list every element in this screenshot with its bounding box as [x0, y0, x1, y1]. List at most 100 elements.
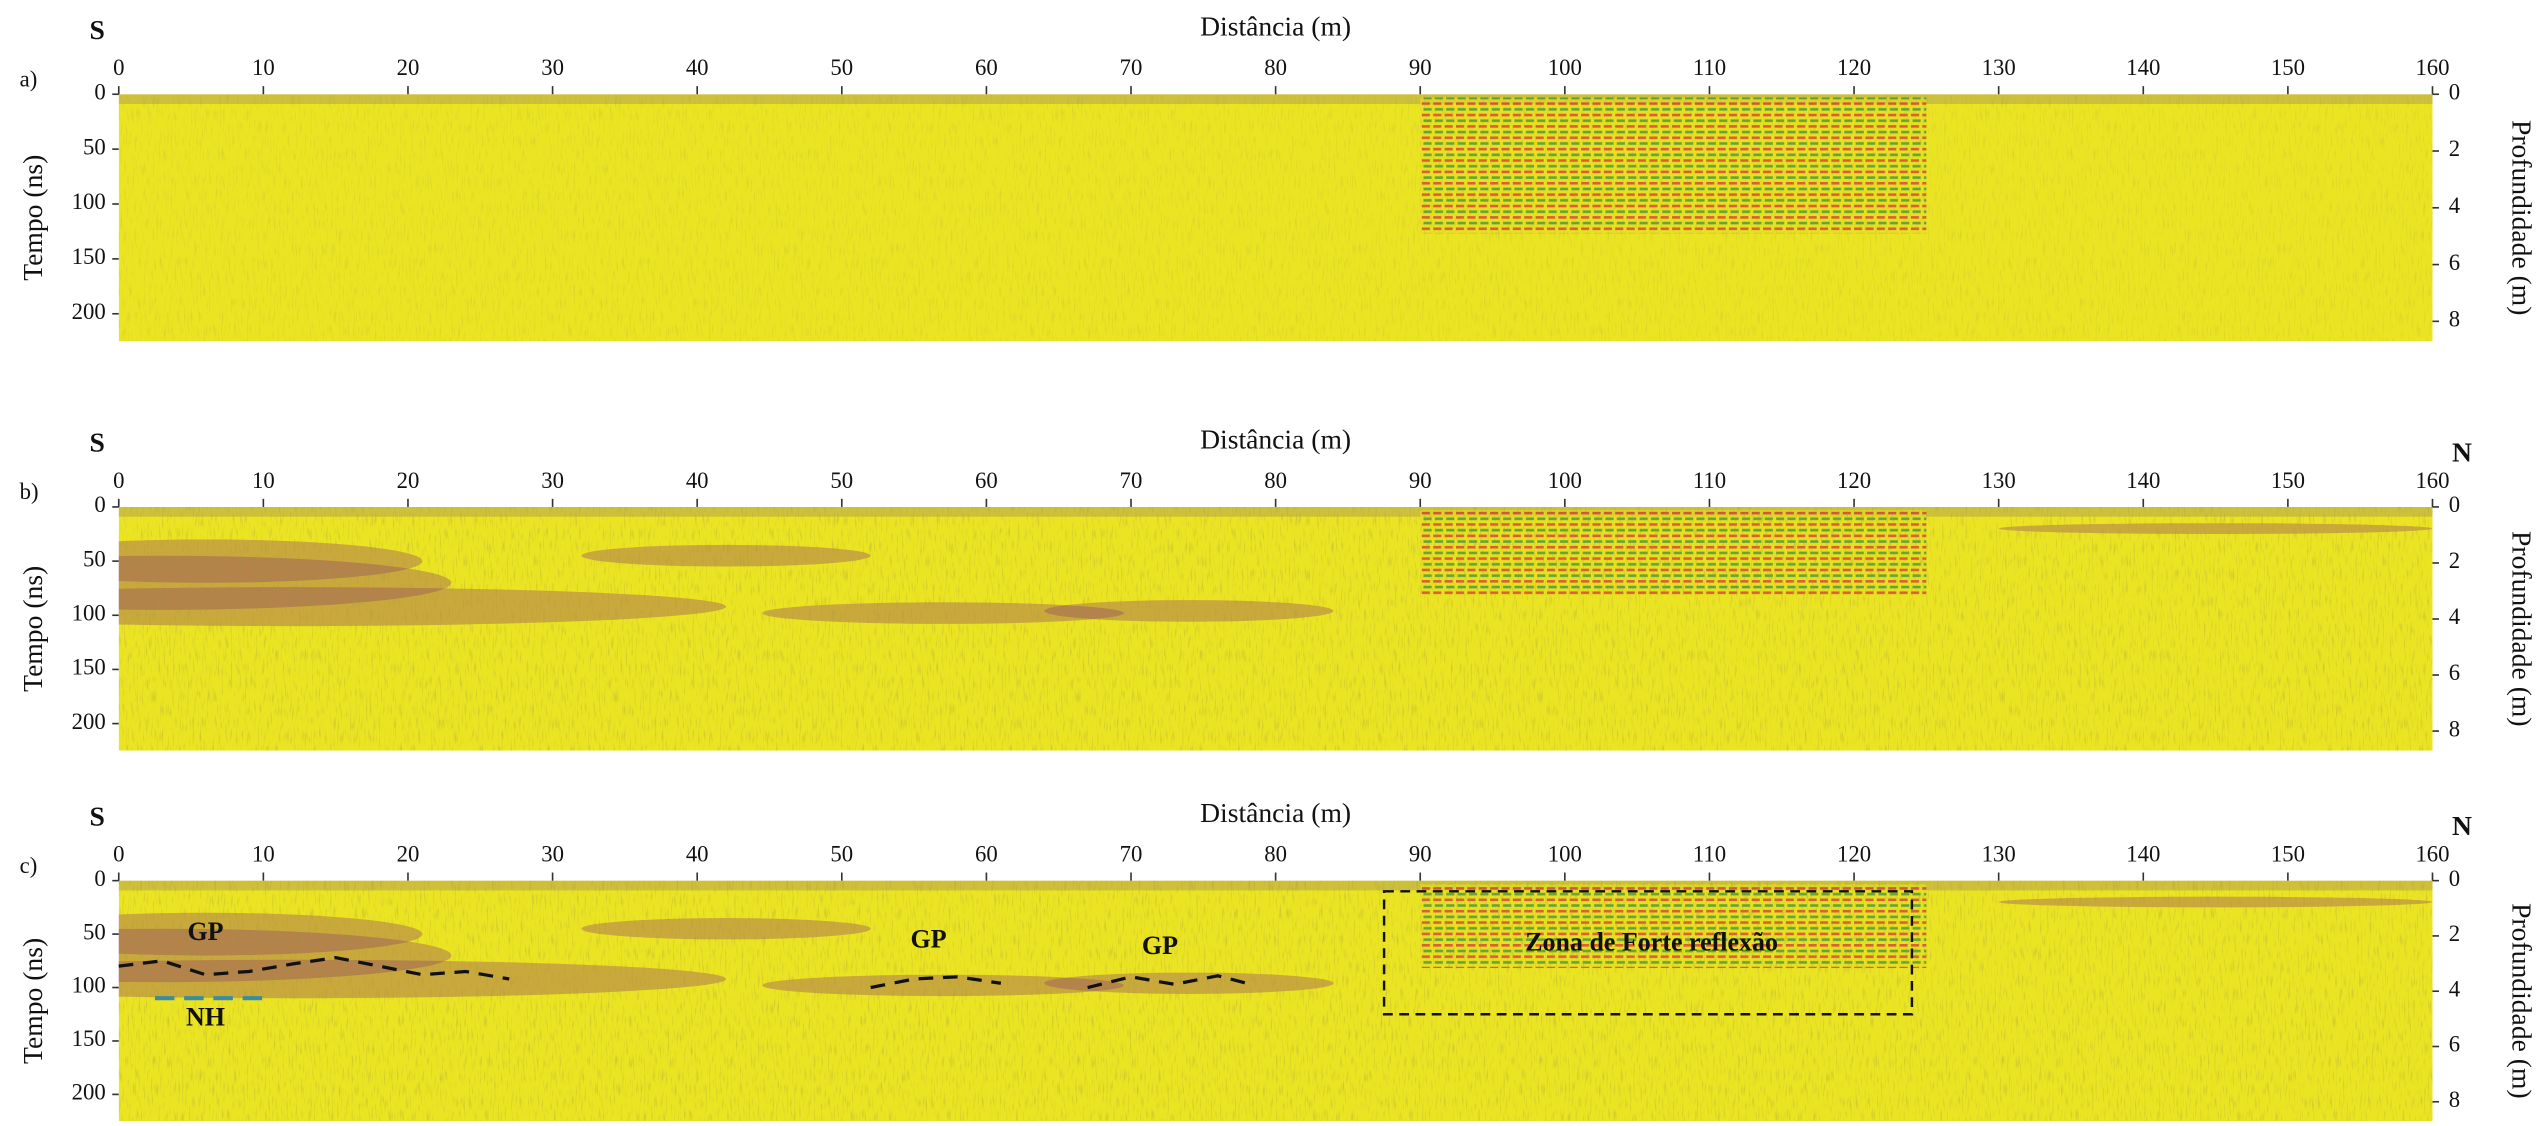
gp-boundary	[1087, 974, 1248, 990]
x-tick-label: 60	[975, 55, 998, 80]
annotation: GP	[187, 917, 223, 946]
radargram	[118, 506, 2433, 751]
y-tick-label: 200	[72, 1080, 106, 1105]
y-tick-label: 0	[94, 79, 105, 104]
x-tick-label: 0	[113, 468, 124, 493]
x-tick-label: 100	[1548, 55, 1582, 80]
y-tick-label: 50	[83, 134, 106, 159]
x-tick-label: 30	[541, 841, 564, 866]
x-tick-label: 70	[1120, 55, 1143, 80]
y2-axis-label: Profundidade (m)	[2506, 903, 2537, 1099]
y2-tick-label: 6	[2449, 660, 2460, 685]
x-tick-label: 70	[1120, 841, 1143, 866]
x-tick-label: 90	[1409, 55, 1432, 80]
x-tick-label: 130	[1982, 468, 2016, 493]
left-label: S	[90, 800, 105, 831]
x-tick-label: 140	[2126, 841, 2160, 866]
y-tick-label: 150	[72, 1026, 106, 1051]
speckle	[118, 506, 2433, 751]
radargram	[118, 880, 2433, 1122]
x-tick-label: 150	[2271, 55, 2305, 80]
x-tick-label: 0	[113, 841, 124, 866]
y2-tick-label: 4	[2449, 976, 2461, 1001]
x-tick-label: 150	[2271, 468, 2305, 493]
y2-tick-label: 8	[2449, 716, 2460, 741]
y2-axis-label: Profundidade (m)	[2506, 120, 2537, 316]
x-tick-label: 10	[252, 841, 275, 866]
annotation: GP	[1142, 931, 1178, 960]
y2-tick-label: 6	[2449, 1032, 2460, 1057]
y2-tick-label: 0	[2449, 492, 2460, 517]
panel-label: a)	[20, 66, 38, 91]
panel-label: b)	[20, 479, 39, 504]
x-tick-label: 80	[1264, 841, 1287, 866]
y-tick-label: 200	[72, 709, 106, 734]
x-tick-label: 160	[2415, 468, 2449, 493]
x-tick-label: 20	[397, 841, 420, 866]
x-tick-label: 100	[1548, 841, 1582, 866]
zone-box	[1382, 890, 1914, 1016]
y2-tick-label: 0	[2449, 866, 2460, 891]
y-tick-label: 0	[94, 492, 105, 517]
y-axis-label: Tempo (ns)	[17, 938, 48, 1064]
x-tick-label: 90	[1409, 841, 1432, 866]
x-tick-label: 30	[541, 55, 564, 80]
x-tick-label: 0	[113, 55, 124, 80]
y-tick-label: 0	[94, 866, 105, 891]
x-tick-label: 10	[252, 468, 275, 493]
y2-tick-label: 6	[2449, 250, 2460, 275]
y2-tick-label: 0	[2449, 79, 2460, 104]
y2-tick-label: 4	[2449, 193, 2461, 218]
left-label: S	[90, 427, 105, 458]
y-axis-label: Tempo (ns)	[17, 155, 48, 281]
x-tick-label: 50	[830, 55, 853, 80]
axis-title: Distância (m)	[1200, 11, 1351, 42]
x-tick-label: 130	[1982, 841, 2016, 866]
y2-axis-label: Profundidade (m)	[2506, 531, 2537, 727]
right-label: N	[2452, 436, 2472, 467]
y2-tick-label: 4	[2449, 604, 2461, 629]
x-tick-label: 110	[1693, 55, 1726, 80]
y2-tick-label: 2	[2449, 921, 2460, 946]
panel-label: c)	[20, 853, 38, 878]
x-tick-label: 70	[1120, 468, 1143, 493]
y-tick-label: 100	[72, 189, 106, 214]
speckle	[118, 94, 2433, 342]
speckle	[118, 880, 2433, 1122]
x-tick-label: 80	[1264, 468, 1287, 493]
y2-tick-label: 2	[2449, 548, 2460, 573]
gp-boundary	[118, 955, 510, 981]
y-tick-label: 50	[83, 919, 106, 944]
x-tick-label: 120	[1837, 841, 1871, 866]
x-tick-label: 100	[1548, 468, 1582, 493]
axis-title: Distância (m)	[1200, 423, 1351, 454]
x-tick-label: 40	[686, 55, 709, 80]
x-tick-label: 10	[252, 55, 275, 80]
x-tick-label: 120	[1837, 55, 1871, 80]
x-tick-label: 130	[1982, 55, 2016, 80]
x-tick-label: 40	[686, 468, 709, 493]
y-tick-label: 100	[72, 600, 106, 625]
x-tick-label: 110	[1693, 841, 1726, 866]
x-tick-label: 140	[2126, 468, 2160, 493]
x-tick-label: 110	[1693, 468, 1726, 493]
axis-title: Distância (m)	[1200, 797, 1351, 828]
x-tick-label: 30	[541, 468, 564, 493]
annotation: NH	[186, 1003, 225, 1032]
x-tick-label: 20	[397, 468, 420, 493]
left-label: S	[90, 14, 105, 45]
x-tick-label: 20	[397, 55, 420, 80]
x-tick-label: 90	[1409, 468, 1432, 493]
y2-tick-label: 2	[2449, 136, 2460, 161]
y2-tick-label: 8	[2449, 1087, 2460, 1112]
x-tick-label: 160	[2415, 841, 2449, 866]
x-tick-label: 60	[975, 468, 998, 493]
x-tick-label: 160	[2415, 55, 2449, 80]
x-tick-label: 60	[975, 841, 998, 866]
radargram	[118, 94, 2433, 342]
annotation: GP	[911, 925, 947, 954]
y-tick-label: 150	[72, 655, 106, 680]
x-tick-label: 50	[830, 841, 853, 866]
y-tick-label: 150	[72, 244, 106, 269]
